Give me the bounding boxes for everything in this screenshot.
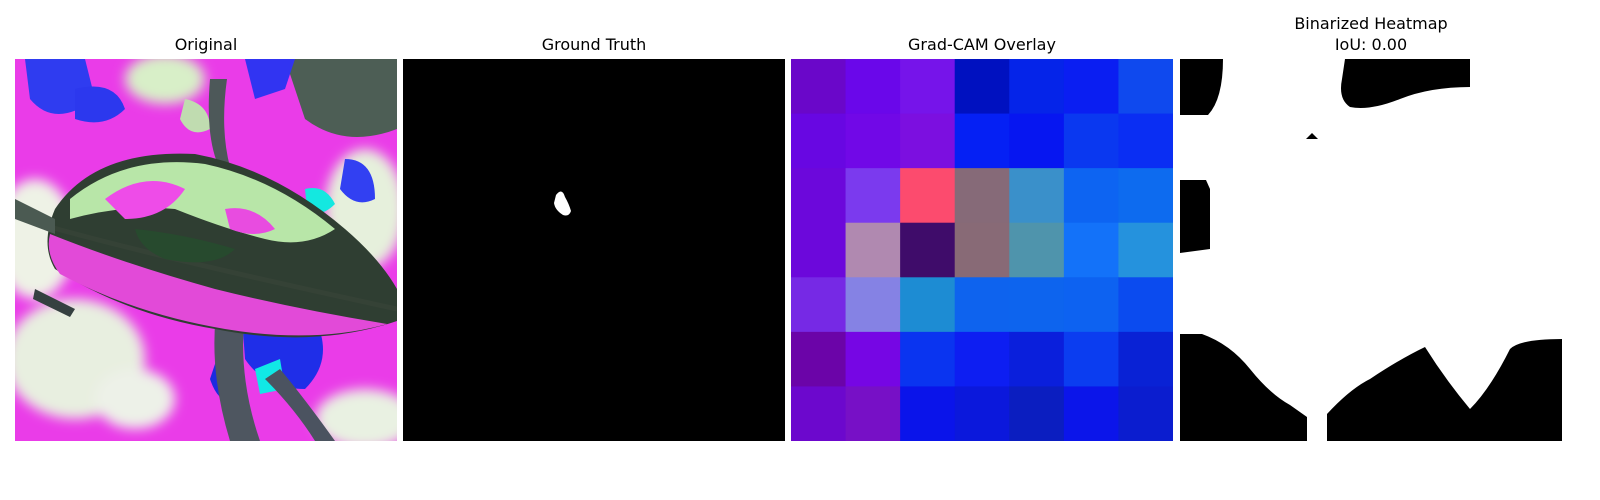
gradcam-cell: [954, 386, 1010, 441]
original-image: [15, 59, 397, 441]
title-text: Original: [174, 35, 238, 54]
gradcam-cell: [954, 59, 1010, 115]
gradcam-cell: [845, 386, 901, 441]
gradcam-cell: [791, 386, 847, 441]
gradcam-cell: [1118, 277, 1173, 333]
gradcam-cell: [1009, 386, 1065, 441]
ground-truth-mask: [403, 59, 785, 441]
binarized-heatmap-graphic: [1180, 59, 1562, 441]
panel-title-ground-truth: Ground Truth: [403, 34, 785, 55]
gradcam-overlay: [791, 59, 1173, 441]
gradcam-cell: [845, 277, 901, 333]
gradcam-cell: [900, 59, 956, 115]
gradcam-cell: [1063, 331, 1119, 387]
gradcam-cell: [791, 331, 847, 387]
gradcam-cell: [791, 222, 847, 278]
iou-text: IoU: 0.00: [1334, 35, 1408, 54]
gradcam-cell: [1009, 113, 1065, 169]
gradcam-cell: [900, 222, 956, 278]
gradcam-cell: [845, 168, 901, 224]
gradcam-cell: [900, 113, 956, 169]
gradcam-cell: [845, 113, 901, 169]
gradcam-cell: [1009, 59, 1065, 115]
gradcam-cell: [1118, 59, 1173, 115]
panel-title-gradcam-overlay: Grad-CAM Overlay: [791, 34, 1173, 55]
title-text: Grad-CAM Overlay: [908, 35, 1056, 54]
panel-title-binarized-heatmap: Binarized Heatmap IoU: 0.00: [1180, 13, 1562, 55]
gradcam-cell: [1063, 59, 1119, 115]
gradcam-cell: [1009, 168, 1065, 224]
gradcam-grid: [791, 59, 1173, 441]
original-image-graphic: [15, 59, 397, 441]
gradcam-cell: [954, 331, 1010, 387]
gradcam-cell: [1118, 386, 1173, 441]
gradcam-cell: [791, 277, 847, 333]
gradcam-cell: [900, 277, 956, 333]
gradcam-cell: [954, 222, 1010, 278]
gradcam-cell: [1118, 331, 1173, 387]
panel-title-original: Original: [15, 34, 397, 55]
gradcam-cell: [791, 168, 847, 224]
ground-truth-graphic: [403, 59, 785, 441]
gradcam-cell: [1118, 168, 1173, 224]
gradcam-cell: [845, 331, 901, 387]
title-text-line1: Binarized Heatmap: [1294, 14, 1448, 33]
gradcam-cell: [900, 168, 956, 224]
gradcam-cell: [845, 59, 901, 115]
gradcam-cell: [1063, 277, 1119, 333]
gradcam-cell: [954, 113, 1010, 169]
binarized-heatmap: [1180, 59, 1562, 441]
gradcam-cell: [900, 386, 956, 441]
mask-background: [403, 59, 785, 441]
gradcam-cell: [1009, 277, 1065, 333]
gradcam-cell: [791, 113, 847, 169]
gradcam-cell: [1118, 222, 1173, 278]
title-text: Ground Truth: [541, 35, 647, 54]
gradcam-cell: [1009, 222, 1065, 278]
gradcam-cell: [900, 331, 956, 387]
gradcam-cell: [1063, 222, 1119, 278]
gradcam-cell: [1063, 113, 1119, 169]
gradcam-cell: [791, 59, 847, 115]
gradcam-cell: [1009, 331, 1065, 387]
gradcam-cell: [1063, 386, 1119, 441]
gradcam-cell: [845, 222, 901, 278]
gradcam-cell: [1063, 168, 1119, 224]
gradcam-cell: [1118, 113, 1173, 169]
gradcam-cell: [954, 277, 1010, 333]
mask-region: [554, 191, 571, 216]
gradcam-cell: [954, 168, 1010, 224]
